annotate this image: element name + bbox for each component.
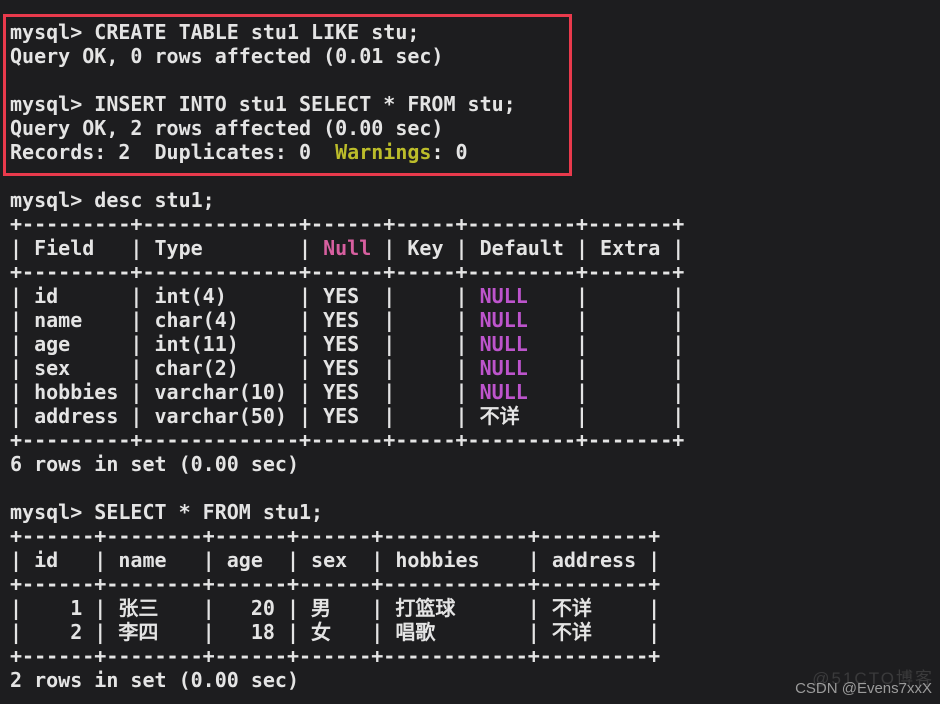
terminal-text: | | — [527, 380, 685, 404]
terminal-text: | 1 | — [10, 596, 119, 620]
terminal-text: +------+--------+------+------+---------… — [10, 524, 661, 548]
terminal-line: | id | int(4) | YES | | NULL | | — [10, 284, 684, 308]
terminal-line: mysql> INSERT INTO stu1 SELECT * FROM st… — [10, 92, 684, 116]
terminal-text: 唱歌 — [395, 620, 436, 644]
terminal-line: | address | varchar(50) | YES | | 不详 | | — [10, 404, 684, 428]
terminal-text-magenta_null_value: NULL — [479, 356, 528, 380]
terminal-line — [10, 164, 684, 188]
terminal-text: | id | name | age | sex | hobbies | addr… — [10, 548, 661, 572]
terminal-text: | address | varchar(50) | YES | | — [10, 404, 480, 428]
terminal-line: +---------+-------------+------+-----+--… — [10, 428, 684, 452]
terminal-text: | 2 | — [10, 620, 119, 644]
terminal-line: 2 rows in set (0.00 sec) — [10, 668, 684, 692]
terminal-text: 男 — [311, 596, 332, 620]
terminal-text: | | — [527, 284, 685, 308]
terminal-text: 不详 — [551, 596, 592, 620]
watermark-ghost-text: @51CTO博客 — [812, 669, 934, 688]
terminal-text: 不详 — [551, 620, 592, 644]
terminal-line: mysql> CREATE TABLE stu1 LIKE stu; — [10, 20, 684, 44]
terminal-text: 张三 — [118, 596, 159, 620]
terminal-text: | age | int(11) | YES | | — [10, 332, 480, 356]
terminal-text-magenta_null_value: NULL — [479, 308, 528, 332]
terminal-line: | name | char(4) | YES | | NULL | | — [10, 308, 684, 332]
terminal-text: : 0 — [431, 140, 468, 164]
terminal-text: mysql> SELECT * FROM stu1; — [10, 500, 324, 524]
terminal-text: 不详 — [479, 404, 520, 428]
watermark-text: CSDN @Evens7xxX — [795, 680, 932, 697]
terminal-text: | Key | Default | Extra | — [371, 236, 685, 260]
terminal-text: | | — [527, 356, 685, 380]
terminal-text: | Field | Type | — [10, 236, 324, 260]
terminal-text: 6 rows in set (0.00 sec) — [10, 452, 299, 476]
terminal-text: 李四 — [118, 620, 159, 644]
terminal-text: +---------+-------------+------+-----+--… — [10, 428, 685, 452]
terminal-text: Records: 2 Duplicates: 0 — [10, 140, 336, 164]
terminal-line: | hobbies | varchar(10) | YES | | NULL |… — [10, 380, 684, 404]
terminal-text: | sex | char(2) | YES | | — [10, 356, 480, 380]
terminal-line: +---------+-------------+------+-----+--… — [10, 212, 684, 236]
terminal-line: Query OK, 2 rows affected (0.00 sec) — [10, 116, 684, 140]
terminal-text: mysql> desc stu1; — [10, 188, 215, 212]
terminal-line: | 2 | 李四 | 18 | 女 | 唱歌 | 不详 | — [10, 620, 684, 644]
terminal-line: mysql> SELECT * FROM stu1; — [10, 500, 684, 524]
terminal-text: Query OK, 2 rows affected (0.00 sec) — [10, 116, 444, 140]
terminal-line — [10, 68, 684, 92]
terminal-text-magenta_null_value: NULL — [479, 332, 528, 356]
terminal-line: mysql> desc stu1; — [10, 188, 684, 212]
terminal-text: +---------+-------------+------+-----+--… — [10, 212, 685, 236]
terminal-text: | — [335, 596, 396, 620]
terminal-text: | name | char(4) | YES | | — [10, 308, 480, 332]
terminal-text: +------+--------+------+------+---------… — [10, 572, 661, 596]
terminal-text-yellow_warning: Warnings — [335, 140, 432, 164]
terminal-text: | | — [527, 404, 685, 428]
terminal-output: mysql> CREATE TABLE stu1 LIKE stu; Query … — [10, 20, 684, 692]
terminal-line: +---------+-------------+------+-----+--… — [10, 260, 684, 284]
terminal-text: | 18 | — [166, 620, 312, 644]
terminal-text-magenta_null_value: NULL — [479, 380, 528, 404]
terminal-text: | | — [527, 332, 685, 356]
terminal-text: | — [467, 596, 552, 620]
terminal-line: 6 rows in set (0.00 sec) — [10, 452, 684, 476]
terminal-text: +---------+-------------+------+-----+--… — [10, 260, 685, 284]
terminal-text: | — [335, 620, 396, 644]
watermark: @51CTO博客 CSDN @Evens7xxX — [795, 669, 932, 698]
terminal-line: +------+--------+------+------+---------… — [10, 644, 684, 668]
terminal-text: | | — [527, 308, 685, 332]
terminal-line — [10, 476, 684, 500]
terminal-line: +------+--------+------+------+---------… — [10, 572, 684, 596]
terminal-text: | id | int(4) | YES | | — [10, 284, 480, 308]
terminal-text: | — [600, 596, 661, 620]
terminal-text-magenta_null_value: NULL — [479, 284, 528, 308]
terminal-line: Records: 2 Duplicates: 0 Warnings: 0 — [10, 140, 684, 164]
terminal-text: mysql> CREATE TABLE stu1 LIKE stu; — [10, 20, 420, 44]
terminal-line: +------+--------+------+------+---------… — [10, 524, 684, 548]
terminal-text: 女 — [311, 620, 332, 644]
terminal-text: 2 rows in set (0.00 sec) — [10, 668, 299, 692]
terminal-text: | hobbies | varchar(10) | YES | | — [10, 380, 480, 404]
terminal-text: | 20 | — [166, 596, 312, 620]
terminal-text: +------+--------+------+------+---------… — [10, 644, 661, 668]
terminal-text-pink_null_header: Null — [323, 236, 372, 260]
terminal-text: | — [600, 620, 661, 644]
terminal-text: | — [443, 620, 552, 644]
terminal-text: mysql> INSERT INTO stu1 SELECT * FROM st… — [10, 92, 516, 116]
terminal-text: 打篮球 — [395, 596, 456, 620]
terminal-line: | age | int(11) | YES | | NULL | | — [10, 332, 684, 356]
terminal-line: | sex | char(2) | YES | | NULL | | — [10, 356, 684, 380]
terminal-line: Query OK, 0 rows affected (0.01 sec) — [10, 44, 684, 68]
terminal-line: | Field | Type | Null | Key | Default | … — [10, 236, 684, 260]
terminal-line: | 1 | 张三 | 20 | 男 | 打篮球 | 不详 | — [10, 596, 684, 620]
terminal-text: Query OK, 0 rows affected (0.01 sec) — [10, 44, 444, 68]
terminal-line: | id | name | age | sex | hobbies | addr… — [10, 548, 684, 572]
